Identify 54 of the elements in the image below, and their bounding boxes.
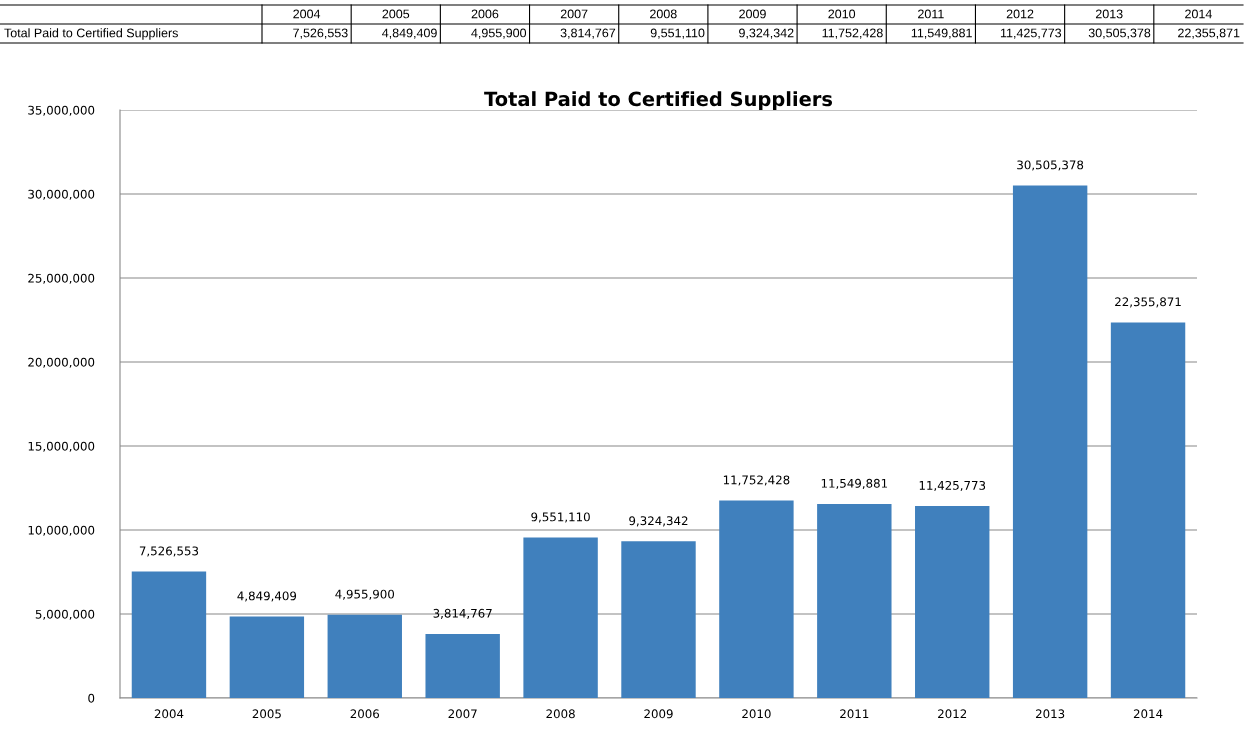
text: 22,355,871: [1178, 28, 1240, 39]
data-label: 7,526,553: [139, 546, 199, 557]
category-label: 2008: [650, 9, 677, 19]
x-tick-label: 2008: [546, 709, 575, 719]
text: 7,526,553: [293, 28, 348, 39]
data-label: 22,355,871: [1115, 297, 1181, 308]
chart-title: Total Paid to Certified Suppliers: [484, 91, 833, 110]
data-label: 11,425,773: [919, 480, 986, 492]
x-tick-label: 2004: [154, 709, 184, 719]
text: 9,551,110: [650, 28, 705, 39]
text: 11,425,773: [1000, 28, 1062, 39]
x-tick-label: 2012: [938, 709, 967, 719]
category-label: 2007: [560, 9, 588, 19]
data-label: 30,505,378: [1017, 160, 1084, 171]
text: 9,324,342: [739, 28, 794, 39]
category-label: 2014: [1185, 9, 1212, 19]
y-tick-label: 15,000,000: [28, 441, 95, 452]
y-tick-label: 0: [88, 693, 95, 703]
y-tick-label: 25,000,000: [28, 273, 95, 284]
text: 4,955,900: [471, 28, 527, 39]
category-label: 2012: [1006, 9, 1034, 19]
category-label: 2010: [828, 9, 856, 19]
text: Total Paid to Certified Suppliers: [4, 28, 178, 40]
data-label: 4,849,409: [237, 591, 297, 602]
x-tick-label: 2011: [840, 709, 869, 719]
y-tick-label: 30,000,000: [28, 189, 95, 200]
x-tick-label: 2013: [1035, 709, 1065, 719]
x-tick-label: 2014: [1133, 709, 1163, 719]
category-label: 2004: [293, 9, 321, 19]
x-tick-label: 2005: [252, 709, 281, 719]
x-tick-label: 2009: [644, 709, 673, 719]
data-label: 11,549,881: [821, 478, 888, 489]
data-label: 11,752,428: [723, 475, 790, 486]
x-tick-label: 2007: [448, 709, 477, 719]
text: 30,505,378: [1088, 28, 1151, 39]
data-label: 9,324,342: [629, 516, 688, 527]
y-tick-label: 10,000,000: [28, 525, 95, 536]
text: 11,752,428: [822, 28, 883, 39]
data-label: 9,551,110: [531, 512, 590, 523]
category-label: 2006: [471, 9, 499, 19]
category-label: 2011: [918, 9, 944, 19]
y-tick-label: 5,000,000: [35, 609, 95, 620]
text: 11,549,881: [911, 28, 972, 39]
text: 3,814,767: [560, 28, 616, 39]
data-label: 3,814,767: [433, 608, 492, 619]
y-tick-label: 20,000,000: [28, 357, 95, 368]
category-label: 2005: [382, 9, 410, 19]
x-tick-label: 2006: [350, 709, 380, 719]
category-label: 2013: [1095, 9, 1123, 19]
y-tick-label: 35,000,000: [28, 105, 95, 116]
text: 4,849,409: [382, 28, 437, 39]
x-tick-label: 2010: [742, 709, 771, 719]
data-label: 4,955,900: [335, 589, 395, 600]
category-label: 2009: [739, 9, 766, 19]
